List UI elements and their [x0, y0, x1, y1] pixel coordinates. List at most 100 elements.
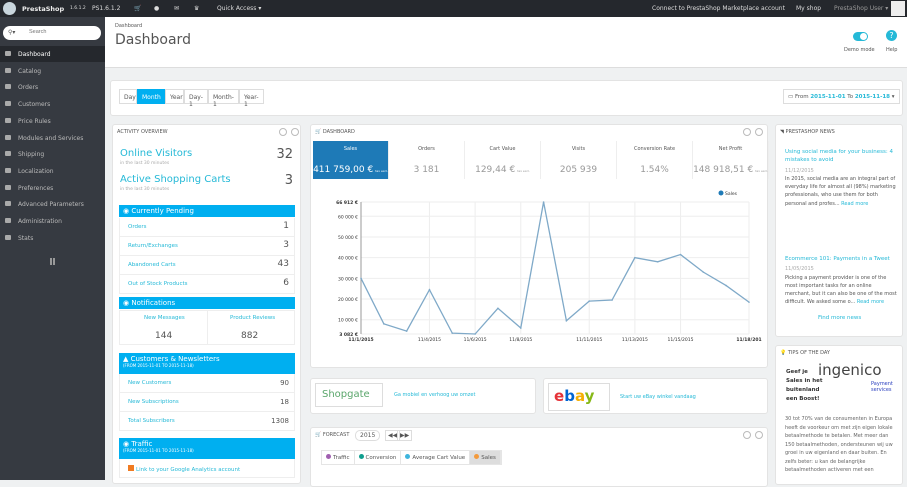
new-messages-label[interactable]: New Messages [144, 315, 185, 321]
sidebar-item-customers[interactable]: Customers [0, 96, 105, 112]
my-shop-link[interactable]: My shop [796, 5, 822, 12]
kpi-conversion-rate[interactable]: Conversion Rate 1.54% [617, 141, 693, 179]
news-title-link[interactable]: Using social media for your business: 4 … [785, 149, 893, 164]
settings-icon[interactable] [743, 128, 751, 136]
news-date: 11/05/2015 [785, 266, 814, 273]
google-analytics-link[interactable]: Link to your Google Analytics account [119, 459, 295, 478]
pending-row[interactable]: Return/Exchanges 3 [119, 237, 295, 256]
sidebar-item-orders[interactable]: Orders [0, 79, 105, 95]
period-month[interactable]: Month [137, 89, 165, 104]
ebay-logo[interactable]: ebay [548, 383, 610, 411]
settings-icon[interactable] [279, 128, 287, 136]
kpi-orders[interactable]: Orders 3 181 [389, 141, 465, 179]
pending-row[interactable]: Orders 1 [119, 218, 295, 237]
sidebar-item-preferences[interactable]: Preferences [0, 180, 105, 196]
tips-panel: 💡 Tips of the day Geef je Sales in het b… [775, 345, 903, 485]
shopgate-ad[interactable]: Shopgate Ga mobiel en verhoog uw omzet [310, 378, 536, 414]
kpi-net-profit[interactable]: Net Profit 148 918,51 € tax excl. [693, 141, 769, 179]
kpi-cart-value[interactable]: Cart Value 129,44 € tax excl. [465, 141, 541, 179]
series-line-sales [360, 201, 750, 335]
period-month-1[interactable]: Month-1 [208, 89, 239, 108]
sidebar-item-advanced-parameters[interactable]: Advanced Parameters [0, 196, 105, 212]
avatar[interactable] [891, 1, 905, 16]
prestashop-logo-icon[interactable] [3, 2, 16, 15]
quick-access-menu[interactable]: Quick Access ▾ [217, 5, 262, 12]
help-label[interactable]: Help [886, 47, 898, 53]
kpi-label: Visits [571, 146, 586, 152]
next-year-icon[interactable]: ▶▶ [397, 430, 413, 441]
sidebar-item-localization[interactable]: Localization [0, 163, 105, 179]
price-rules-icon [5, 117, 11, 123]
kpi-sales[interactable]: Sales 411 759,00 € tax excl. [313, 141, 389, 179]
refresh-icon[interactable] [755, 128, 763, 136]
sidebar-item-price-rules[interactable]: Price Rules [0, 113, 105, 129]
sidebar-item-dashboard[interactable]: Dashboard [0, 46, 105, 62]
ebay-link[interactable]: Start uw eBay winkel vandaag [620, 394, 696, 400]
top-bar: PrestaShop 1.6.1.2 PS1.6.1.2 🛒 ● ✉ ♛ Qui… [0, 0, 907, 17]
date-range-picker[interactable]: ▭ From 2015-11-01 To 2015-11-18 ▾ [783, 89, 900, 104]
connect-marketplace-link[interactable]: Connect to PrestaShop Marketplace accoun… [652, 5, 785, 12]
x-tick-label: 11/11/2015 [576, 337, 602, 343]
search-icon[interactable]: ⚲▾ [8, 29, 16, 36]
refresh-icon[interactable] [291, 128, 299, 136]
forecast-tab-traffic[interactable]: Traffic [322, 451, 355, 464]
period-day[interactable]: Day [119, 89, 137, 104]
customers-row[interactable]: Total Subscribers 1308 [119, 412, 295, 431]
read-more-link[interactable]: Read more [841, 200, 869, 207]
sidebar: ⚲▾ Dashboard Catalog Orders Customers Price … [0, 17, 105, 480]
row-value: 90 [280, 379, 289, 387]
online-visitors-label[interactable]: Online Visitors [120, 148, 193, 159]
data-point [542, 201, 545, 203]
refresh-icon[interactable] [755, 431, 763, 439]
sidebar-item-stats[interactable]: Stats [0, 230, 105, 246]
news-panel: ◥ PrestaShop News Using social media for… [775, 124, 903, 337]
forecast-tab-sales[interactable]: Sales [470, 451, 501, 464]
pending-row[interactable]: Out of Stock Products 6 [119, 275, 295, 294]
sidebar-item-modules-and-services[interactable]: Modules and Services [0, 130, 105, 146]
product-reviews-label[interactable]: Product Reviews [230, 315, 276, 321]
localization-icon [5, 167, 11, 173]
forecast-tab-average-cart-value[interactable]: Average Cart Value [401, 451, 471, 464]
row-label: Out of Stock Products [128, 281, 188, 287]
shopgate-link[interactable]: Ga mobiel en verhoog uw omzet [394, 392, 476, 398]
customers-newsletters-header: ▲ Customers & Newsletters (FROM 2015-11-0… [119, 353, 295, 374]
breadcrumb[interactable]: Dashboard [115, 23, 143, 29]
row-value: 18 [280, 398, 289, 406]
brand-name[interactable]: PrestaShop [22, 5, 65, 13]
find-more-news-link[interactable]: Find more news [818, 315, 862, 321]
read-more-link[interactable]: Read more [856, 299, 885, 306]
preferences-icon [5, 184, 11, 190]
year-selector[interactable]: 2015 [355, 430, 381, 441]
sidebar-item-shipping[interactable]: Shipping [0, 146, 105, 162]
forecast-tab-conversion[interactable]: Conversion [355, 451, 402, 464]
period-year-1[interactable]: Year-1 [239, 89, 264, 108]
panel-title: ◥ PrestaShop News [780, 129, 835, 135]
cart-icon[interactable]: 🛒 [134, 5, 142, 12]
period-day-1[interactable]: Day-1 [184, 89, 208, 108]
customers-row[interactable]: New Customers 90 [119, 374, 295, 393]
user-menu[interactable]: PrestaShop User ▾ [834, 5, 889, 12]
customers-row[interactable]: New Subscriptions 18 [119, 393, 295, 412]
collapse-menu-icon[interactable] [50, 258, 55, 265]
sidebar-item-catalog[interactable]: Catalog [0, 63, 105, 79]
search-input[interactable] [29, 29, 94, 35]
mail-icon[interactable]: ✉ [174, 5, 180, 12]
demo-mode-toggle[interactable] [853, 32, 868, 41]
help-icon[interactable]: ? [886, 30, 897, 41]
demo-mode-label: Demo mode [844, 47, 875, 53]
period-year[interactable]: Year [165, 89, 184, 104]
trophy-icon[interactable]: ♛ [194, 5, 200, 12]
ebay-ad[interactable]: ebay Start uw eBay winkel vandaag [543, 378, 768, 414]
kpi-visits[interactable]: Visits 205 939 [541, 141, 617, 179]
sidebar-item-label: Shipping [18, 151, 45, 159]
previous-year-icon[interactable]: ◀◀ [385, 430, 401, 441]
user-icon[interactable]: ● [154, 5, 160, 12]
news-title-link[interactable]: Ecommerce 101: Payments in a Tweet [785, 256, 890, 262]
search-box[interactable]: ⚲▾ [3, 26, 101, 40]
news-excerpt: Picking a payment provider is one of the… [785, 274, 897, 306]
shopgate-logo[interactable]: Shopgate [315, 383, 383, 407]
sidebar-item-administration[interactable]: Administration [0, 213, 105, 229]
settings-icon[interactable] [743, 431, 751, 439]
pending-row[interactable]: Abandoned Carts 43 [119, 256, 295, 275]
active-carts-label[interactable]: Active Shopping Carts [120, 174, 231, 185]
